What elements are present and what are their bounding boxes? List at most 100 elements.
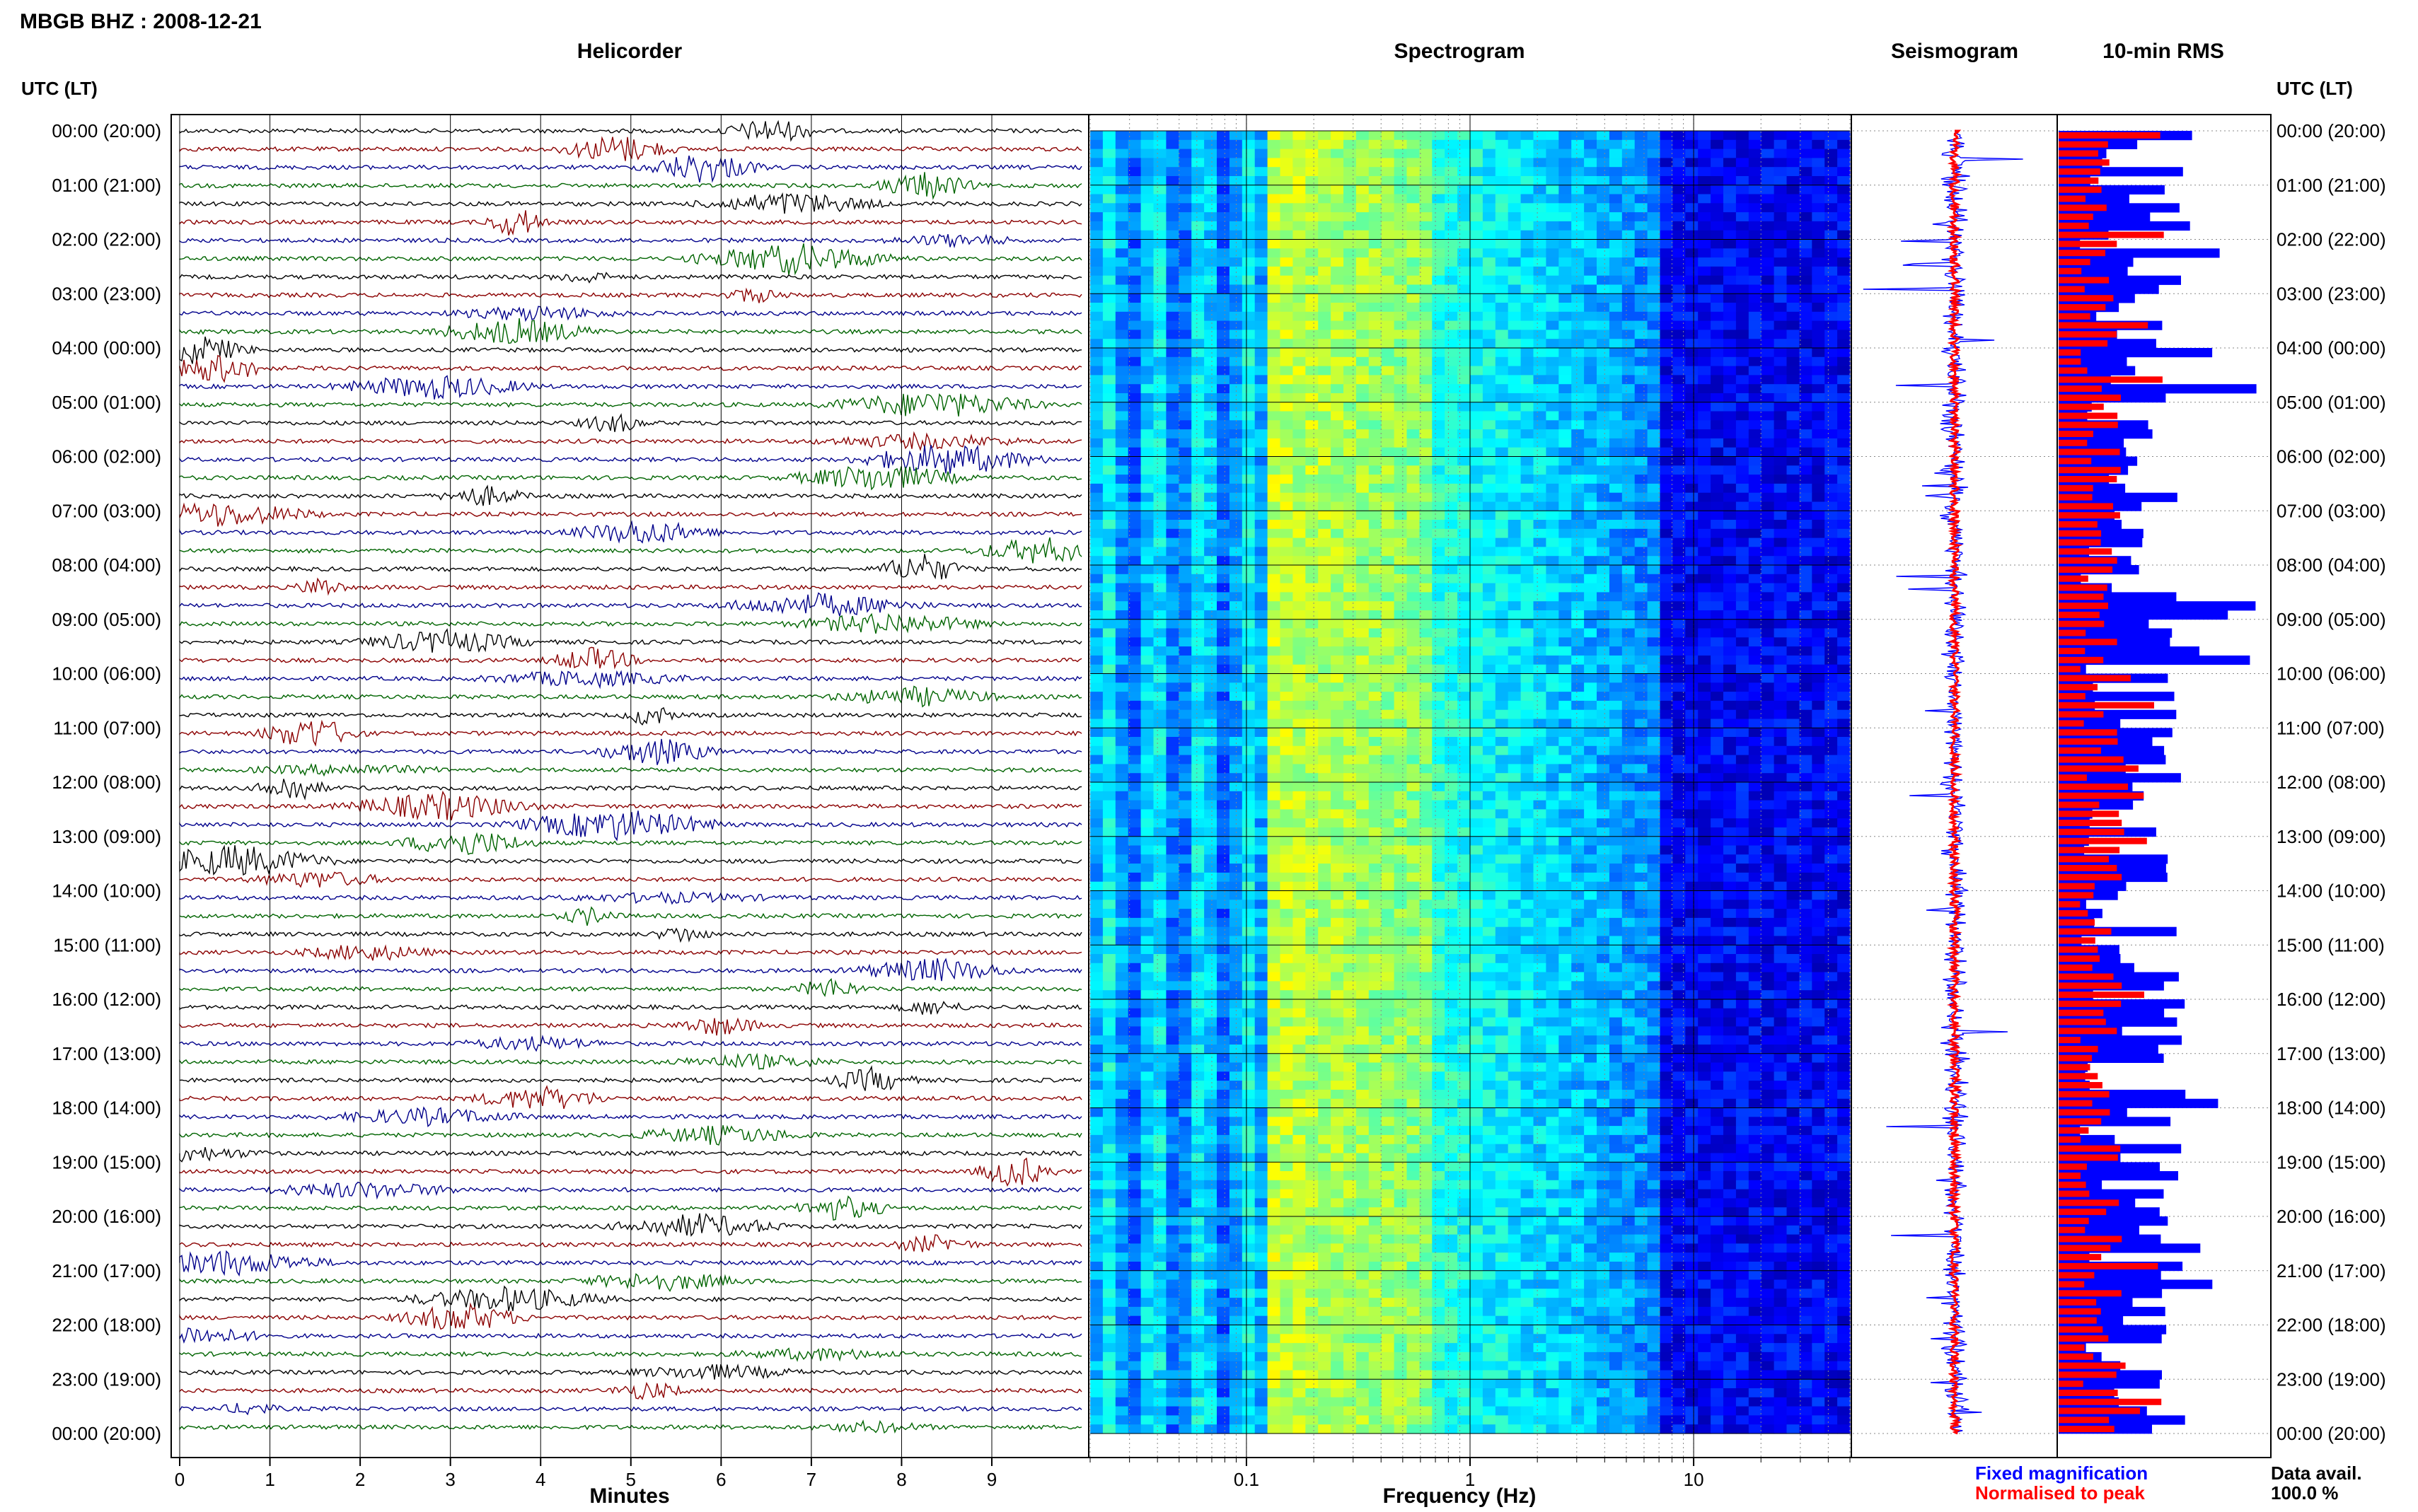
spectrogram-cell (1204, 782, 1217, 792)
spectrogram-cell (1445, 601, 1458, 611)
spectrogram-cell (1217, 755, 1230, 764)
spectrogram-cell (1761, 511, 1775, 521)
spectrogram-cell (1368, 854, 1382, 864)
spectrogram-cell (1774, 375, 1788, 385)
spectrogram-cell (1609, 547, 1623, 557)
spectrogram-cell (1558, 827, 1572, 837)
spectrogram-cell (1217, 628, 1230, 638)
spectrogram-cell (1128, 719, 1142, 728)
spectrogram-cell (1470, 773, 1483, 783)
spectrogram-cell (1292, 565, 1306, 575)
spectrogram-cell (1597, 375, 1610, 385)
spectrogram-cell (1343, 863, 1357, 873)
spectrogram-cell (1786, 565, 1800, 575)
spectrogram-cell (1711, 275, 1724, 286)
spectrogram-cell (1621, 610, 1636, 620)
spectrogram-cell (1166, 248, 1179, 258)
spectrogram-cell (1520, 537, 1534, 547)
spectrogram-cell (1786, 764, 1800, 774)
spectrogram-cell (1520, 755, 1534, 764)
spectrogram-cell (1280, 818, 1293, 828)
spectrogram-cell (1292, 836, 1306, 847)
spectrogram-cell (1520, 257, 1534, 267)
spectrogram-cell (1292, 728, 1306, 738)
spectrogram-cell (1495, 818, 1509, 828)
spectrogram-cell (1331, 212, 1344, 222)
spectrogram-cell (1242, 456, 1256, 466)
spectrogram-cell (1432, 284, 1445, 294)
spectrogram-cell (1824, 501, 1838, 511)
spectrogram-cell (1445, 447, 1458, 458)
spectrogram-cell (1331, 592, 1344, 602)
spectrogram-cell (1343, 465, 1357, 475)
spectrogram-cell (1166, 610, 1179, 620)
spectrogram-cell (1343, 402, 1357, 412)
spectrogram-cell (1419, 393, 1433, 403)
spectrogram-cell (1723, 719, 1737, 728)
spectrogram-cell (1355, 230, 1370, 240)
spectrogram-cell (1723, 528, 1737, 539)
spectrogram-cell (1723, 248, 1737, 258)
spectrogram-cell (1318, 375, 1331, 385)
spectrogram-cell (1331, 709, 1344, 720)
spectrogram-cell (1229, 176, 1243, 186)
spectrogram-cell (1748, 782, 1762, 792)
spectrogram-cell (1419, 574, 1433, 584)
spectrogram-cell (1432, 610, 1445, 620)
spectrogram-cell (1647, 583, 1661, 593)
spectrogram-cell (1381, 773, 1395, 783)
spectrogram-cell (1102, 303, 1116, 313)
spectrogram-cell (1711, 348, 1724, 358)
spectrogram-cell (1723, 791, 1737, 801)
spectrogram-cell (1799, 185, 1812, 195)
spectrogram-cell (1621, 565, 1636, 575)
spectrogram-cell (1368, 348, 1382, 358)
spectrogram-cell (1090, 230, 1104, 240)
spectrogram-cell (1355, 700, 1370, 711)
spectrogram-cell (1621, 764, 1636, 774)
spectrogram-cell (1128, 556, 1142, 566)
spectrogram-cell (1217, 429, 1230, 439)
spectrogram-cell (1584, 248, 1597, 258)
spectrogram-cell (1584, 682, 1597, 692)
spectrogram-cell (1140, 601, 1155, 611)
spectrogram-cell (1672, 664, 1686, 675)
spectrogram-cell (1609, 836, 1623, 847)
spectrogram-cell (1571, 501, 1585, 511)
spectrogram-cell (1748, 845, 1762, 855)
spectrogram-cell (1482, 212, 1496, 222)
spectrogram-cell (1179, 456, 1192, 466)
spectrogram-cell (1799, 420, 1812, 430)
spectrogram-cell (1318, 257, 1331, 267)
spectrogram-cell (1597, 167, 1610, 177)
spectrogram-cell (1824, 836, 1838, 847)
spectrogram-cell (1748, 520, 1762, 530)
spectrogram-cell (1748, 239, 1762, 249)
spectrogram-cell (1761, 348, 1775, 358)
spectrogram-cell (1191, 610, 1205, 620)
spectrogram-cell (1621, 203, 1636, 213)
spectrogram-cell (1229, 863, 1243, 873)
spectrogram-cell (1711, 248, 1724, 258)
spectrogram-cell (1482, 809, 1496, 819)
spectrogram-cell (1394, 366, 1408, 376)
spectrogram-cell (1128, 176, 1142, 186)
spectrogram-cell (1508, 845, 1522, 855)
spectrogram-cell (1824, 637, 1838, 647)
spectrogram-cell (1153, 475, 1167, 484)
spectrogram-cell (1128, 664, 1142, 675)
spectrogram-cell (1774, 266, 1788, 277)
spectrogram-cell (1571, 348, 1585, 358)
spectrogram-cell (1634, 293, 1648, 303)
spectrogram-cell (1735, 664, 1749, 675)
spectrogram-cell (1470, 537, 1483, 547)
spectrogram-cell (1647, 547, 1661, 557)
spectrogram-cell (1305, 375, 1319, 385)
spectrogram-cell (1634, 356, 1648, 367)
spectrogram-cell (1305, 158, 1319, 168)
spectrogram-cell (1735, 646, 1749, 656)
spectrogram-cell (1368, 827, 1382, 837)
spectrogram-cell (1698, 501, 1711, 511)
spectrogram-cell (1166, 158, 1179, 168)
spectrogram-cell (1837, 284, 1851, 294)
